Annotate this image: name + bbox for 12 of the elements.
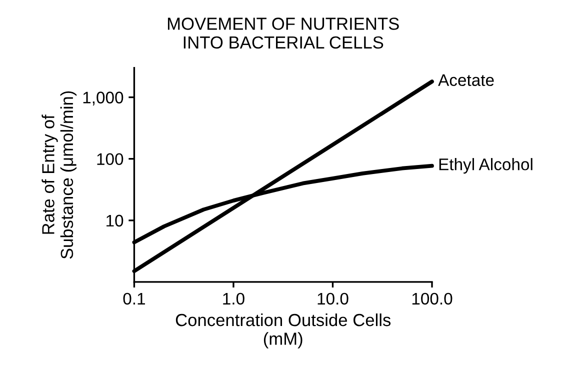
y-tick-label: 10: [106, 214, 124, 227]
chart-title: MOVEMENT OF NUTRIENTS INTO BACTERIAL CELLS: [168, 18, 399, 49]
y-tick-label: 1,000: [83, 92, 124, 106]
x-tick-label: 0.1: [123, 292, 145, 305]
x-tick-label: 1.0: [223, 292, 244, 305]
y-tick-label: 100: [97, 153, 124, 166]
series-label: Ethyl Alcohol: [439, 158, 532, 174]
x-tick-label: 100.0: [412, 292, 452, 305]
y-axis-title: Rate of Entry of Substance (μmol/min): [42, 91, 77, 259]
x-tick-label: 10.0: [318, 292, 348, 305]
x-axis-title: Concentration Outside Cells (mM): [176, 313, 391, 348]
series-label: Acetate: [438, 74, 494, 86]
